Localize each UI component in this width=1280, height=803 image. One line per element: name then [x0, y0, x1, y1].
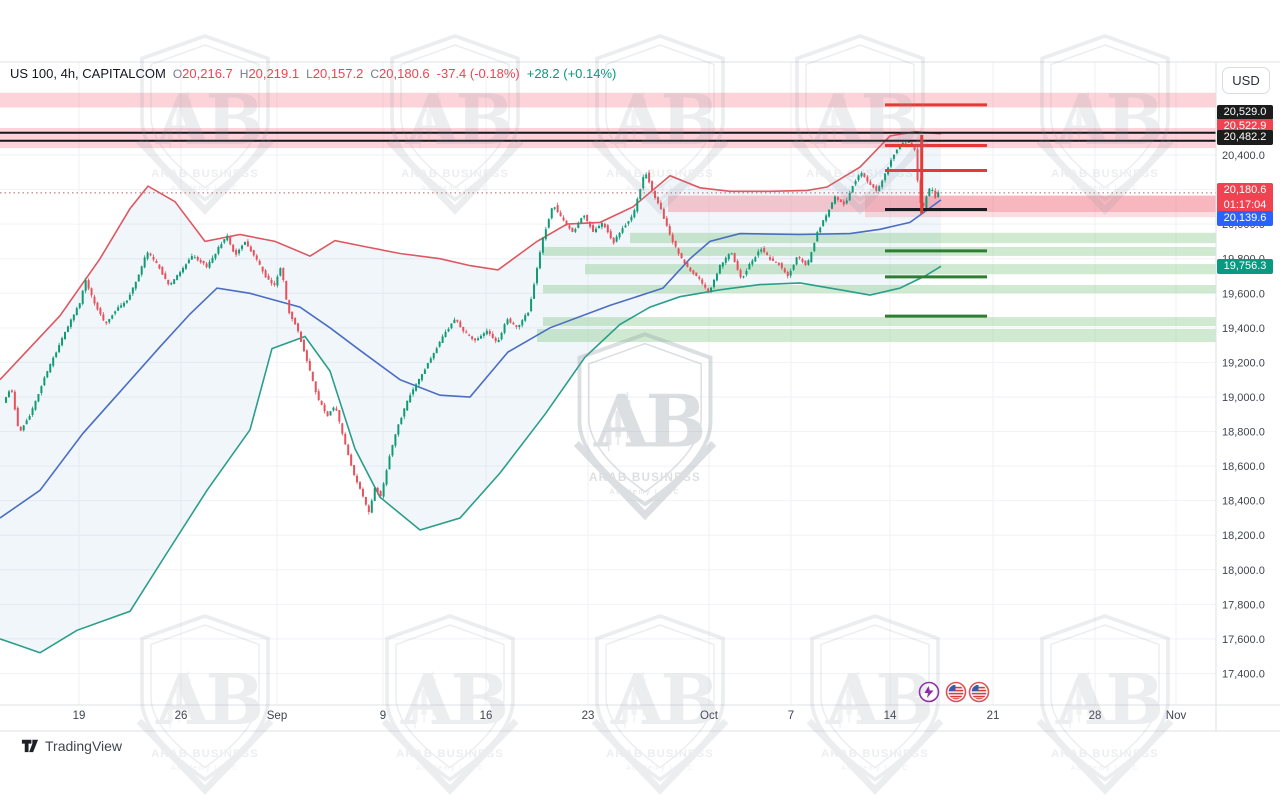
- time-axis-label: Sep: [267, 710, 287, 722]
- bollinger-basis-line[interactable]: [0, 199, 942, 519]
- price-level-tag: 20,529.0: [1217, 105, 1273, 121]
- chart-frame: [0, 61, 1280, 732]
- bollinger-fill: [0, 131, 941, 653]
- us-flag-event-icon[interactable]: [945, 681, 967, 703]
- candles: [5, 140, 940, 515]
- bar-countdown: 01:17:04: [1223, 199, 1267, 211]
- price-axis-label: 19,200.0: [1222, 357, 1265, 369]
- price-axis-label: 20,400.0: [1222, 150, 1265, 162]
- high-value: 20,219.1: [248, 66, 300, 81]
- time-axis-label: Nov: [1166, 710, 1187, 722]
- price-axis-label: 18,400.0: [1222, 496, 1265, 508]
- bollinger-upper-line[interactable]: [0, 130, 942, 381]
- time-axis-label: 23: [582, 710, 595, 722]
- price-axis-label: 18,000.0: [1222, 565, 1265, 577]
- currency-toggle-button[interactable]: USD: [1222, 67, 1270, 94]
- us-flag-event-icon[interactable]: [968, 681, 990, 703]
- price-axis-label: 17,800.0: [1222, 599, 1265, 611]
- time-axis-label: 9: [380, 710, 386, 722]
- low-value: 20,157.2: [312, 66, 364, 81]
- time-axis-label: 7: [788, 710, 794, 722]
- time-axis-label: Oct: [700, 710, 719, 722]
- change-value: -37.4 (-0.18%): [436, 66, 520, 81]
- price-axis-label: 19,000.0: [1222, 392, 1265, 404]
- close-value: 20,180.6: [379, 66, 430, 81]
- time-axis[interactable]: 19 26 Sep 9 16 23 Oct 7 14 21 28 Nov: [73, 710, 1187, 722]
- price-axis[interactable]: 17,400.0 17,600.0 17,800.0 18,000.0 18,200.0…: [1222, 150, 1265, 681]
- time-axis-label: 28: [1089, 710, 1102, 722]
- price-level-tag: 20,482.2: [1217, 130, 1273, 146]
- price-axis-label: 18,600.0: [1222, 461, 1265, 473]
- price-axis-label: 19,600.0: [1222, 288, 1265, 300]
- bollinger-lower-line[interactable]: [0, 265, 942, 654]
- high-label: H: [239, 67, 249, 81]
- price-axis-label: 18,200.0: [1222, 530, 1265, 542]
- tradingview-icon: [21, 739, 39, 753]
- open-value: 20,216.7: [182, 66, 233, 81]
- price-axis-label: 17,400.0: [1222, 669, 1265, 681]
- price-level-tag: 20,522.9: [1217, 118, 1273, 134]
- symbol-title: US 100, 4h, CAPITALCOM: [10, 66, 166, 81]
- price-axis-label: 19,400.0: [1222, 323, 1265, 335]
- time-axis-label: 14: [884, 710, 897, 722]
- time-axis-label: 19: [73, 710, 86, 722]
- time-axis-label: 26: [175, 710, 188, 722]
- time-axis-label: 21: [987, 710, 1000, 722]
- tradingview-label: TradingView: [45, 737, 123, 754]
- close-label: C: [370, 67, 380, 81]
- price-level-tag: 19,756.3: [1217, 258, 1273, 274]
- tradingview-logo[interactable]: TradingView: [20, 736, 122, 755]
- event-markers[interactable]: [918, 681, 990, 703]
- low-label: L: [306, 67, 313, 81]
- current-price-tag: 20,180.6 01:17:04: [1217, 183, 1273, 213]
- price-axis-label: 18,800.0: [1222, 427, 1265, 439]
- open-label: O: [172, 67, 183, 81]
- time-axis-label: 16: [480, 710, 493, 722]
- symbol-legend[interactable]: US 100, 4h, CAPITALCOM O20,216.7 H20,219.1…: [10, 66, 616, 81]
- price-level-tag: 20,139.6: [1217, 211, 1273, 227]
- price-axis-label: 17,600.0: [1222, 634, 1265, 646]
- change-ext-value: +28.2 (+0.14%): [526, 66, 617, 81]
- lightning-event-icon[interactable]: [918, 681, 940, 703]
